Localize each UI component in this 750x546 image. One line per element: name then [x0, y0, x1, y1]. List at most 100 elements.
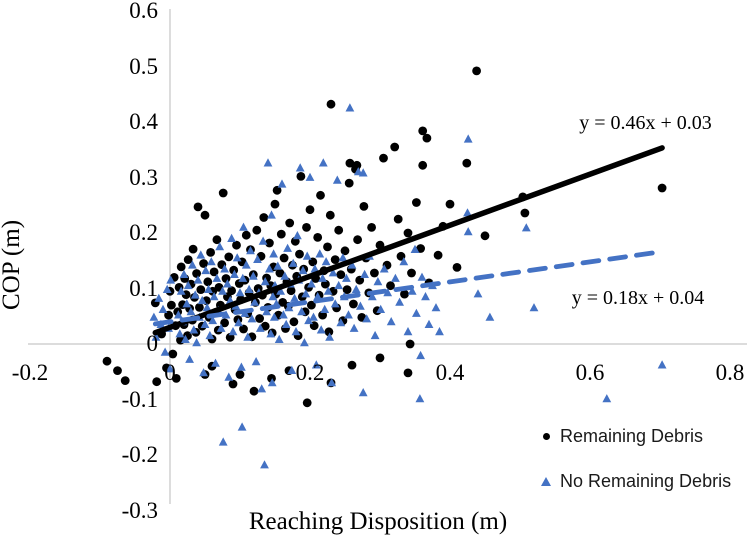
scatter-point — [302, 398, 312, 408]
scatter-point — [416, 244, 425, 253]
scatter-point — [211, 358, 220, 367]
scatter-point — [196, 285, 206, 294]
scatter-point — [334, 280, 344, 290]
scatter-point — [188, 260, 197, 269]
scatter-point — [246, 246, 255, 255]
scatter-point — [235, 370, 245, 379]
x-tick-label: 0 — [164, 360, 176, 385]
scatter-point — [175, 329, 185, 338]
y-tick-label: 0 — [146, 331, 159, 356]
scatter-point — [328, 268, 338, 277]
scatter-point — [416, 350, 425, 360]
legend-circle-icon — [538, 432, 554, 440]
scatter-point — [318, 273, 327, 282]
scatter-point — [421, 292, 430, 301]
scatter-point — [327, 378, 337, 387]
scatter-point — [403, 368, 413, 378]
scatter-point — [435, 327, 444, 336]
scatter-point — [268, 292, 278, 301]
scatter-point — [376, 304, 386, 313]
scatter-point — [359, 202, 369, 211]
scatter-point — [209, 267, 219, 277]
scatter-point — [235, 288, 245, 297]
scatter-point — [192, 269, 202, 278]
scatter-point — [422, 133, 432, 143]
scatter-point — [279, 253, 289, 263]
scatter-point — [182, 299, 192, 308]
y-tick-label: 0.4 — [129, 109, 158, 134]
scatter-point — [188, 244, 198, 254]
scatter-point — [269, 312, 279, 321]
scatter-point — [181, 334, 190, 343]
x-tick-label: 0.4 — [435, 360, 465, 385]
scatter-point — [412, 308, 421, 317]
legend-triangle-icon — [538, 476, 554, 486]
scatter-point — [266, 329, 276, 338]
scatter-point — [208, 315, 218, 325]
scatter-point — [296, 172, 306, 181]
scatter-point — [338, 253, 348, 262]
scatter-point — [205, 330, 215, 340]
scatter-point — [257, 384, 267, 393]
scatter-point — [227, 233, 236, 242]
scatter-point — [209, 292, 219, 301]
scatter-point — [405, 339, 415, 349]
y-tick-label: 0.6 — [129, 0, 158, 23]
x-axis-title: Reaching Disposition (m) — [248, 508, 508, 535]
scatter-point — [238, 273, 248, 282]
scatter-point — [345, 158, 355, 168]
scatter-point — [602, 394, 612, 403]
scatter-point — [228, 327, 238, 336]
scatter-point — [201, 265, 211, 275]
scatter-point — [220, 264, 229, 273]
scatter-point — [407, 286, 417, 295]
trendline-equation-no-remaining-debris: y = 0.18x + 0.04 — [571, 287, 705, 309]
scatter-point — [273, 261, 283, 270]
scatter-point — [183, 280, 193, 290]
scatter-point — [255, 323, 265, 332]
scatter-point — [171, 374, 181, 383]
scatter-point — [196, 250, 206, 259]
scatter-point — [270, 199, 280, 209]
scatter-point — [265, 238, 274, 248]
scatter-point — [160, 347, 170, 356]
y-tick-label: 0.3 — [129, 164, 158, 190]
legend-item-remaining-debris: Remaining Debris — [538, 424, 731, 448]
scatter-point — [321, 279, 330, 289]
scatter-point — [313, 233, 323, 242]
scatter-point — [176, 286, 186, 295]
scatter-point — [383, 288, 393, 297]
scatter-point — [375, 353, 385, 363]
y-tick-label: 0.2 — [129, 220, 158, 245]
scatter-point — [203, 277, 213, 287]
scatter-point — [281, 319, 291, 328]
scatter-point — [325, 210, 335, 220]
scatter-point — [323, 286, 333, 295]
scatter-point — [287, 365, 297, 374]
scatter-point — [185, 354, 194, 363]
scatter-point — [189, 325, 199, 334]
scatter-point — [352, 160, 362, 170]
scatter-point — [302, 251, 312, 260]
scatter-point — [316, 325, 326, 334]
scatter-point — [204, 284, 213, 293]
scatter-point — [391, 273, 400, 282]
scatter-point — [334, 225, 344, 235]
scatter-point — [520, 208, 530, 218]
scatter-point — [395, 297, 404, 306]
scatter-point — [206, 248, 216, 257]
scatter-point — [316, 190, 325, 200]
scatter-point — [356, 301, 365, 310]
scatter-point — [220, 318, 230, 328]
scatter-point — [318, 158, 328, 167]
scatter-point — [529, 303, 539, 312]
scatter-point — [253, 284, 263, 293]
scatter-point — [330, 255, 340, 264]
scatter-point — [252, 225, 262, 235]
trendline-no-remaining-debris — [152, 249, 663, 327]
scatter-point — [403, 327, 413, 336]
scatter-point — [326, 99, 336, 109]
scatter-point — [344, 310, 353, 319]
scatter-point — [260, 460, 269, 469]
